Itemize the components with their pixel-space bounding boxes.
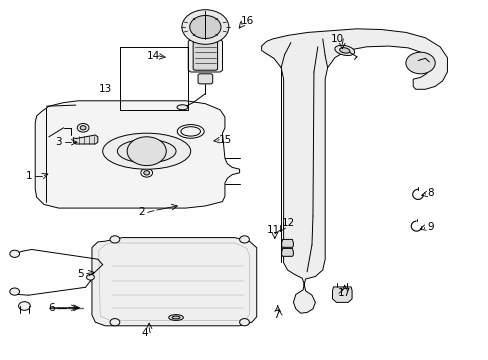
Ellipse shape bbox=[339, 48, 349, 53]
Circle shape bbox=[19, 302, 30, 310]
Text: 6: 6 bbox=[48, 303, 55, 313]
Polygon shape bbox=[281, 248, 293, 256]
Polygon shape bbox=[261, 29, 447, 313]
Circle shape bbox=[189, 15, 221, 39]
Text: 17: 17 bbox=[337, 288, 351, 298]
Text: 16: 16 bbox=[240, 16, 253, 26]
Text: 1: 1 bbox=[26, 171, 33, 181]
Text: 5: 5 bbox=[77, 269, 84, 279]
Circle shape bbox=[10, 250, 20, 257]
Polygon shape bbox=[332, 287, 351, 302]
Circle shape bbox=[110, 236, 120, 243]
Circle shape bbox=[405, 52, 434, 74]
Text: 2: 2 bbox=[138, 207, 145, 217]
Text: 15: 15 bbox=[218, 135, 231, 145]
Polygon shape bbox=[92, 238, 256, 326]
Text: 11: 11 bbox=[266, 225, 280, 235]
Polygon shape bbox=[73, 135, 98, 144]
Circle shape bbox=[182, 10, 228, 44]
Circle shape bbox=[239, 319, 249, 326]
Text: 12: 12 bbox=[281, 218, 295, 228]
Ellipse shape bbox=[117, 140, 176, 163]
Circle shape bbox=[10, 288, 20, 295]
Text: 3: 3 bbox=[55, 137, 62, 147]
Text: 8: 8 bbox=[426, 188, 433, 198]
Polygon shape bbox=[198, 74, 212, 84]
Polygon shape bbox=[193, 41, 217, 70]
Ellipse shape bbox=[172, 316, 180, 319]
Circle shape bbox=[143, 171, 149, 175]
Text: 4: 4 bbox=[141, 328, 147, 338]
Polygon shape bbox=[188, 39, 222, 72]
Text: 14: 14 bbox=[146, 51, 160, 61]
Polygon shape bbox=[35, 101, 239, 208]
Polygon shape bbox=[281, 239, 293, 247]
Circle shape bbox=[77, 123, 89, 132]
Text: 7: 7 bbox=[272, 310, 279, 320]
Circle shape bbox=[80, 126, 86, 130]
Ellipse shape bbox=[177, 105, 187, 110]
Circle shape bbox=[86, 274, 94, 280]
Text: 10: 10 bbox=[330, 34, 343, 44]
Circle shape bbox=[110, 319, 120, 326]
Ellipse shape bbox=[168, 315, 183, 320]
Circle shape bbox=[239, 236, 249, 243]
Circle shape bbox=[141, 168, 152, 177]
Ellipse shape bbox=[334, 45, 354, 55]
Circle shape bbox=[127, 137, 166, 166]
Text: 9: 9 bbox=[426, 222, 433, 232]
Text: 13: 13 bbox=[98, 84, 112, 94]
Ellipse shape bbox=[102, 133, 190, 169]
